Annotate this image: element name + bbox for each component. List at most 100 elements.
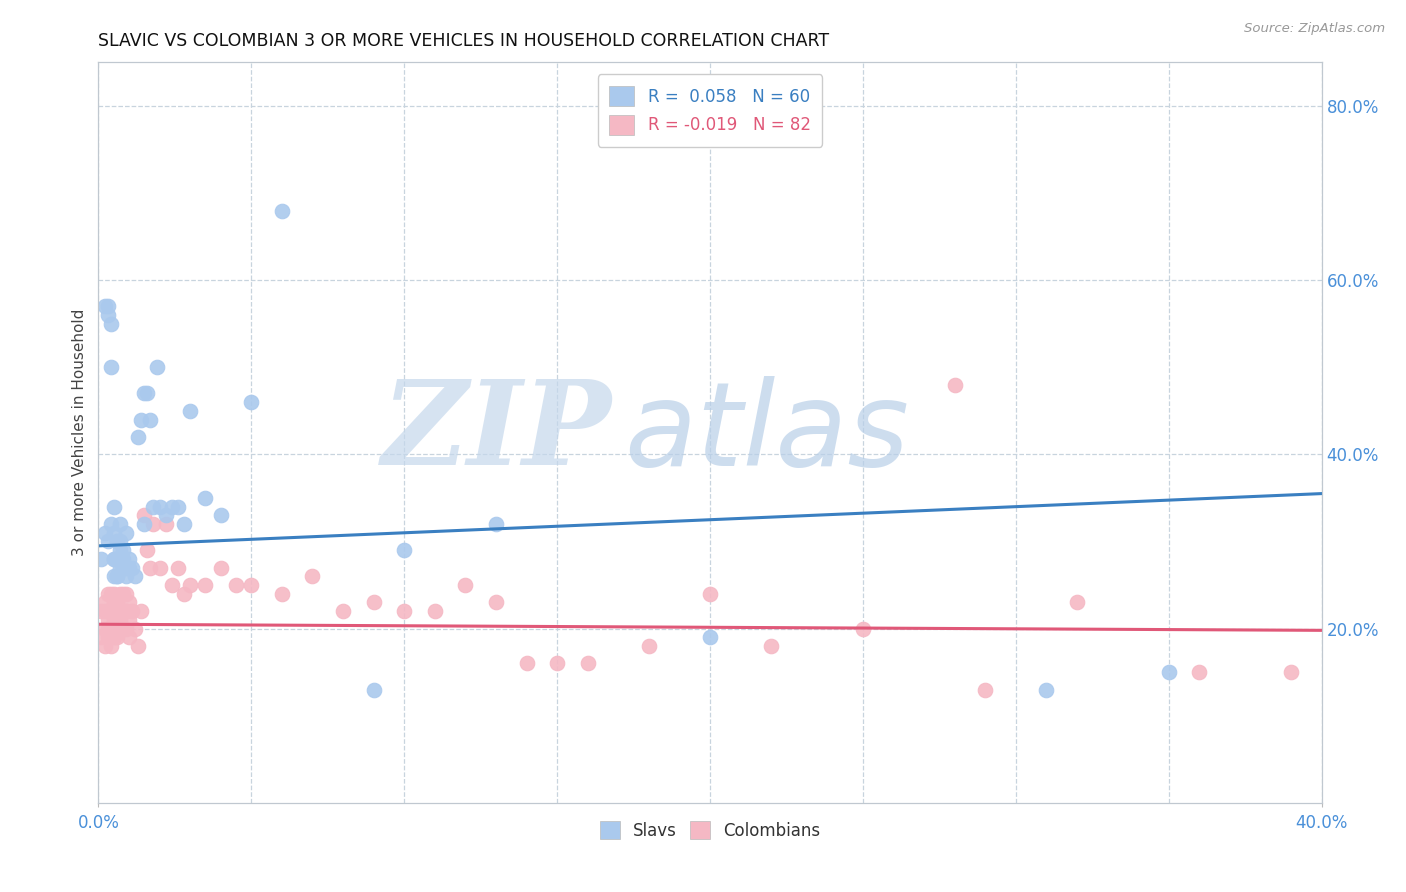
Point [134,517,156,532]
Point [209,560,232,574]
Point [108,622,131,636]
Point [699,630,721,644]
Point [100,622,122,636]
Point [103,552,125,566]
Point [115,525,138,540]
Point [270,587,292,601]
Point [852,622,875,636]
Point [194,491,217,505]
Point [108,613,131,627]
Point [363,682,385,697]
Point [105,622,128,636]
Point [136,543,159,558]
Point [1066,595,1088,609]
Point [155,517,177,532]
Point [118,560,141,574]
Point [97,308,120,322]
Point [118,630,141,644]
Point [103,622,125,636]
Point [127,430,149,444]
Point [111,604,134,618]
Point [111,552,134,566]
Point [103,587,125,601]
Point [121,604,143,618]
Point [108,543,131,558]
Point [97,613,120,627]
Point [485,517,508,532]
Point [97,587,120,601]
Point [97,299,120,313]
Point [100,604,122,618]
Text: ZIP: ZIP [382,376,612,490]
Point [155,508,177,523]
Point [118,552,141,566]
Point [111,560,134,574]
Point [1035,682,1057,697]
Point [111,560,134,574]
Point [105,552,128,566]
Point [149,560,172,574]
Point [100,317,122,331]
Point [105,613,128,627]
Point [225,578,247,592]
Point [100,360,122,375]
Point [134,386,156,401]
Point [108,604,131,618]
Point [97,622,120,636]
Point [179,404,201,418]
Point [90,604,112,618]
Point [100,517,122,532]
Point [108,534,131,549]
Point [1157,665,1180,680]
Point [111,587,134,601]
Point [637,639,661,653]
Point [301,569,323,583]
Text: atlas: atlas [624,376,910,490]
Point [105,569,128,583]
Point [108,517,131,532]
Point [105,569,128,583]
Text: SLAVIC VS COLOMBIAN 3 OR MORE VEHICLES IN HOUSEHOLD CORRELATION CHART: SLAVIC VS COLOMBIAN 3 OR MORE VEHICLES I… [98,32,830,50]
Point [139,412,162,426]
Point [127,639,149,653]
Point [97,630,120,644]
Point [270,203,292,218]
Point [943,377,966,392]
Point [100,639,122,653]
Point [105,552,128,566]
Point [105,630,128,644]
Point [97,604,120,618]
Point [103,613,125,627]
Point [115,604,138,618]
Point [118,595,141,609]
Point [454,578,477,592]
Point [105,595,128,609]
Point [576,657,599,671]
Point [103,500,125,514]
Point [546,657,568,671]
Point [115,622,138,636]
Point [392,543,416,558]
Point [149,500,172,514]
Point [124,622,146,636]
Point [974,682,997,697]
Point [111,622,134,636]
Point [240,395,263,409]
Point [173,587,195,601]
Point [108,604,131,618]
Point [103,552,125,566]
Point [103,604,125,618]
Point [115,604,138,618]
Point [485,595,508,609]
Point [93,604,115,618]
Legend: Slavs, Colombians: Slavs, Colombians [593,814,827,847]
Point [142,500,165,514]
Point [160,500,183,514]
Point [115,560,138,574]
Point [392,604,416,618]
Point [111,604,134,618]
Point [111,543,134,558]
Point [173,517,195,532]
Point [118,613,141,627]
Point [93,639,115,653]
